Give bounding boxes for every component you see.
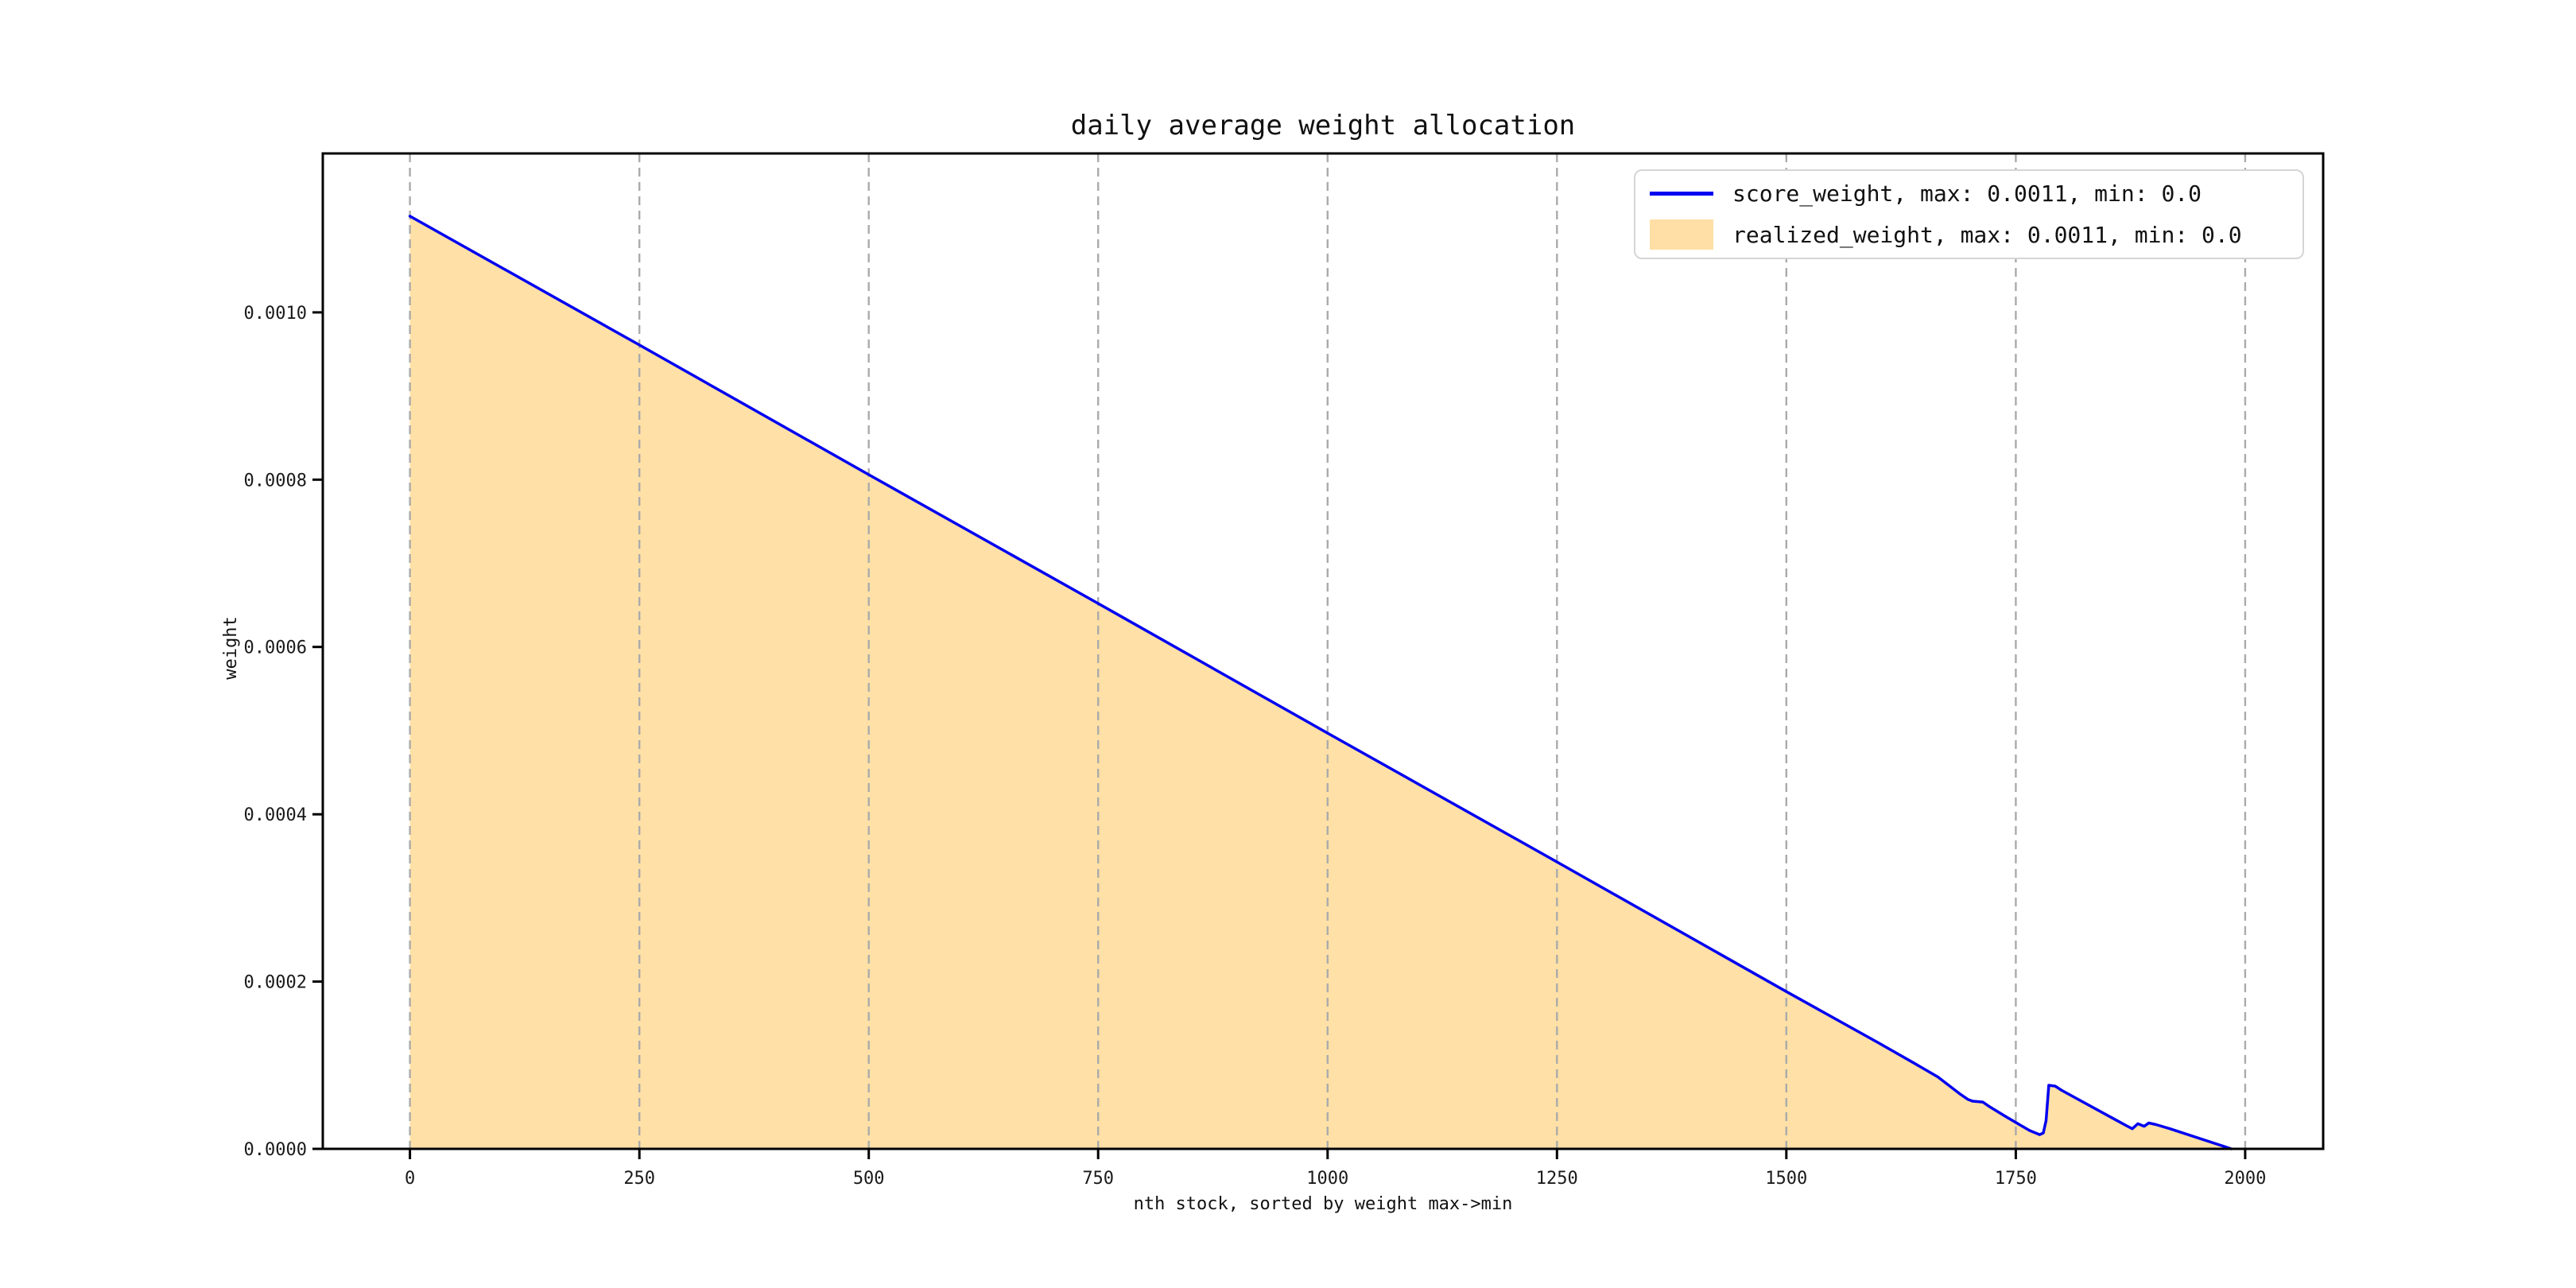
y-tick-label: 0.0002 xyxy=(244,973,307,993)
realized-weight-area xyxy=(409,215,2232,1149)
legend-fill-swatch xyxy=(1650,219,1713,250)
y-axis-label: weight xyxy=(221,616,241,680)
y-tick-label: 0.0008 xyxy=(244,471,307,491)
x-tick-label: 1250 xyxy=(1536,1169,1578,1189)
x-tick-label: 0 xyxy=(405,1169,415,1189)
y-tick-label: 0.0006 xyxy=(244,638,307,658)
y-tick-label: 0.0000 xyxy=(244,1140,307,1160)
legend-box: score_weight, max: 0.0011, min: 0.0 real… xyxy=(1634,169,2304,259)
x-tick-label: 500 xyxy=(853,1169,885,1189)
legend-label-realized-weight: realized_weight, max: 0.0011, min: 0.0 xyxy=(1732,221,2242,248)
x-tick-label: 1750 xyxy=(1995,1169,2037,1189)
score-weight-line xyxy=(408,215,2233,1150)
plot-border xyxy=(321,152,2325,1150)
x-axis-label: nth stock, sorted by weight max->min xyxy=(1133,1194,1513,1214)
legend-entry-realized-weight: realized_weight, max: 0.0011, min: 0.0 xyxy=(1650,219,2288,252)
x-tick-label: 750 xyxy=(1082,1169,1114,1189)
x-tick-label: 250 xyxy=(623,1169,655,1189)
x-tick-label: 1000 xyxy=(1306,1169,1348,1189)
chart-title: daily average weight allocation xyxy=(1070,110,1576,142)
y-tick-label: 0.0010 xyxy=(244,304,307,324)
x-tick-label: 2000 xyxy=(2224,1169,2266,1189)
x-tick-label: 1500 xyxy=(1765,1169,1807,1189)
legend-line-swatch xyxy=(1650,192,1713,196)
legend-label-score-weight: score_weight, max: 0.0011, min: 0.0 xyxy=(1732,180,2202,208)
y-tick-label: 0.0004 xyxy=(244,805,307,825)
legend-entry-score-weight: score_weight, max: 0.0011, min: 0.0 xyxy=(1650,177,2288,211)
